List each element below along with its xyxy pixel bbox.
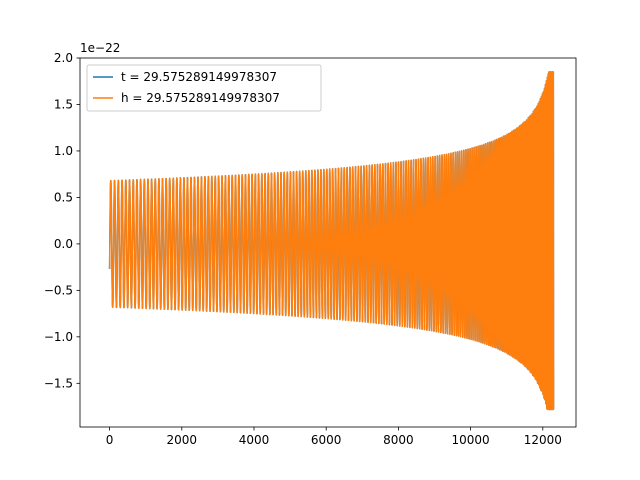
- y-tick-label: −1.0: [44, 330, 73, 344]
- axes-frame: [79, 57, 577, 428]
- legend: t = 29.575289149978307 h = 29.5752891499…: [86, 64, 322, 112]
- x-tick-label: 6000: [311, 433, 342, 447]
- y-tick-label: 1.0: [54, 144, 73, 158]
- y-tick-label: 1.5: [54, 97, 73, 111]
- legend-label-t: t = 29.575289149978307: [121, 70, 277, 84]
- legend-box: [86, 64, 322, 112]
- series-layer: [108, 71, 555, 411]
- x-tick-label: 8000: [383, 433, 414, 447]
- y-tick-label: −1.5: [44, 376, 73, 390]
- x-tick-label: 0: [106, 433, 114, 447]
- x-tick-label: 10000: [451, 433, 489, 447]
- y-tick-label: 0.0: [54, 237, 73, 251]
- plot-area: [79, 57, 577, 428]
- series-line-h: [108, 71, 555, 411]
- y-offset-label: 1e−22: [80, 41, 120, 55]
- y-tick-label: −0.5: [44, 283, 73, 297]
- y-tick-label: 0.5: [54, 190, 73, 204]
- x-tick-label: 4000: [239, 433, 270, 447]
- x-tick-label: 2000: [167, 433, 198, 447]
- legend-label-h: h = 29.575289149978307: [121, 91, 280, 105]
- y-tick-label: 2.0: [54, 51, 73, 65]
- x-axis: 0 2000 4000 6000 8000 10000 12000: [106, 427, 562, 447]
- x-tick-label: 12000: [524, 433, 562, 447]
- y-axis: −1.5 −1.0 −0.5 0.0 0.5 1.0 1.5 2.0: [44, 51, 80, 390]
